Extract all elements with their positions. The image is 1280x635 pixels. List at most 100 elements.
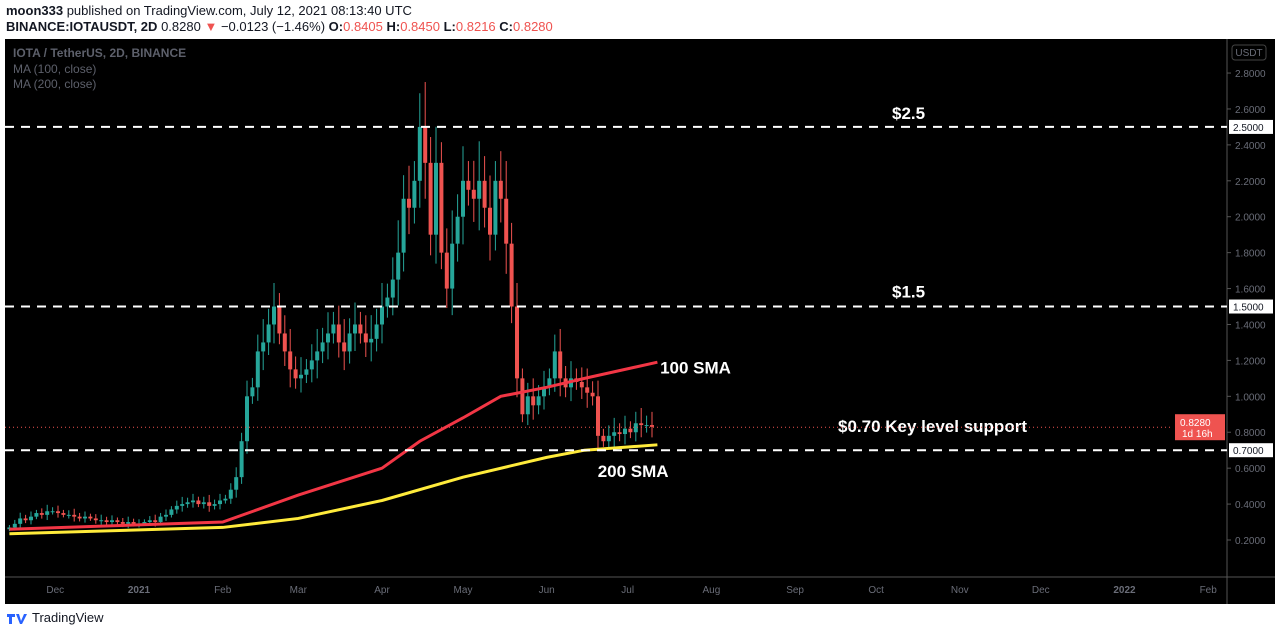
candle-body [650, 425, 654, 427]
candle-body [493, 180, 498, 235]
candle-body [126, 522, 131, 524]
candle-body [390, 279, 395, 298]
candle-body [482, 180, 487, 208]
ma100-legend[interactable]: MA (100, close) [13, 62, 97, 76]
candle-body [353, 324, 357, 334]
level-annotation: $0.70 Key level support [838, 417, 1027, 436]
candle-body [223, 498, 228, 501]
chart-panel[interactable]: USDT 2.8000 2.6000 2.4000 2.2000 2.0000 1.8000… [5, 39, 1275, 604]
candle-body [77, 516, 82, 519]
candle-body [612, 432, 617, 436]
ma100-line [9, 360, 658, 531]
candle-body [477, 180, 482, 199]
y-tick-label: 0.8000 [1235, 428, 1266, 439]
publish-info: moon333 published on TradingView.com, Ju… [6, 3, 412, 18]
candle-body [466, 180, 471, 190]
y-tick-label: 2.0000 [1235, 213, 1266, 224]
candle-body [131, 522, 136, 524]
ma200-legend[interactable]: MA (200, close) [13, 77, 97, 91]
candle-body [266, 324, 271, 343]
footer: TradingView [6, 610, 104, 625]
close-value: 0.8280 [513, 19, 553, 34]
candle-body [56, 511, 60, 514]
x-tick-label: 2022 [1113, 585, 1136, 596]
x-tick-label: Aug [703, 585, 721, 596]
candle-body [180, 504, 185, 506]
candle-body [369, 338, 374, 343]
candle-body [315, 351, 320, 361]
candle-body [93, 518, 98, 521]
y-tick-label: 1.4000 [1235, 320, 1266, 331]
candle-body [61, 513, 66, 515]
x-tick-label: Feb [1200, 585, 1218, 596]
x-tick-label: Dec [46, 585, 64, 596]
y-tick-label: 2.8000 [1235, 69, 1266, 80]
candle-body [120, 522, 125, 524]
candle-body [412, 180, 417, 208]
price-chart[interactable]: USDT 2.8000 2.6000 2.4000 2.2000 2.0000 1.8000… [5, 39, 1275, 604]
currency-label: USDT [1235, 48, 1262, 59]
candle-body [585, 387, 590, 393]
candle-body [239, 441, 244, 478]
candle-body [153, 520, 158, 523]
y-tick-label: 1.0000 [1235, 392, 1266, 403]
open-value: 0.8405 [343, 19, 383, 34]
y-tick-label: 0.4000 [1235, 500, 1266, 511]
candle-body [45, 511, 50, 515]
last-price: 0.8280 [161, 19, 201, 34]
candle-body [428, 162, 433, 235]
candle-body [326, 333, 330, 343]
candle-body [12, 523, 17, 528]
candle-body [536, 396, 541, 406]
down-arrow-icon: ▼ [204, 19, 218, 34]
candle-body [439, 162, 444, 253]
candle-body [29, 516, 33, 521]
candle-body [488, 207, 492, 235]
x-tick-label: Apr [374, 585, 390, 596]
candle-body [320, 342, 325, 352]
candle-body [423, 126, 428, 163]
x-tick-label: Sep [786, 585, 804, 596]
candle-body [169, 509, 174, 515]
candle-body [401, 198, 406, 253]
candle-body [633, 423, 638, 433]
candle-body [407, 198, 411, 208]
candle-body [104, 520, 109, 523]
candle-body [498, 180, 503, 199]
candle-body [601, 435, 606, 442]
candle-body [66, 514, 71, 516]
candle-body [255, 351, 260, 388]
tradingview-logo-icon [7, 613, 27, 624]
y-tick-label: 2.2000 [1235, 177, 1266, 188]
candle-body [261, 342, 266, 352]
symbol-info: BINANCE:IOTAUSDT, 2D 0.8280 ▼ −0.0123 (−… [6, 19, 553, 34]
level-price-badge [1229, 443, 1273, 458]
brand-name: TradingView [32, 610, 104, 625]
candle-body [552, 351, 557, 379]
candle-body [293, 369, 298, 379]
x-tick-label: Nov [951, 585, 969, 596]
x-tick-label: Jun [539, 585, 555, 596]
currency-badge [1231, 44, 1267, 61]
candle-body [218, 500, 222, 505]
candle-body [83, 516, 87, 519]
candle-body [515, 306, 519, 379]
candle-body [228, 489, 233, 499]
candle-body [196, 500, 201, 505]
y-tick-label: 1.8000 [1235, 249, 1266, 260]
candle-body [299, 374, 303, 379]
candle-body [374, 324, 379, 339]
high-value: 0.8450 [400, 19, 440, 34]
candle-body [212, 504, 217, 506]
candle-body [142, 522, 147, 524]
x-tick-label: Feb [214, 585, 232, 596]
candle-body [380, 306, 384, 325]
candle-body [531, 396, 536, 406]
candle-body [542, 387, 546, 397]
candle-body [396, 252, 401, 280]
ma200-line [9, 443, 658, 536]
candle-body [363, 333, 368, 343]
candle-body [185, 502, 190, 505]
y-tick-label: 2.6000 [1235, 105, 1266, 116]
bar-countdown: 1d 16h [1182, 429, 1213, 440]
